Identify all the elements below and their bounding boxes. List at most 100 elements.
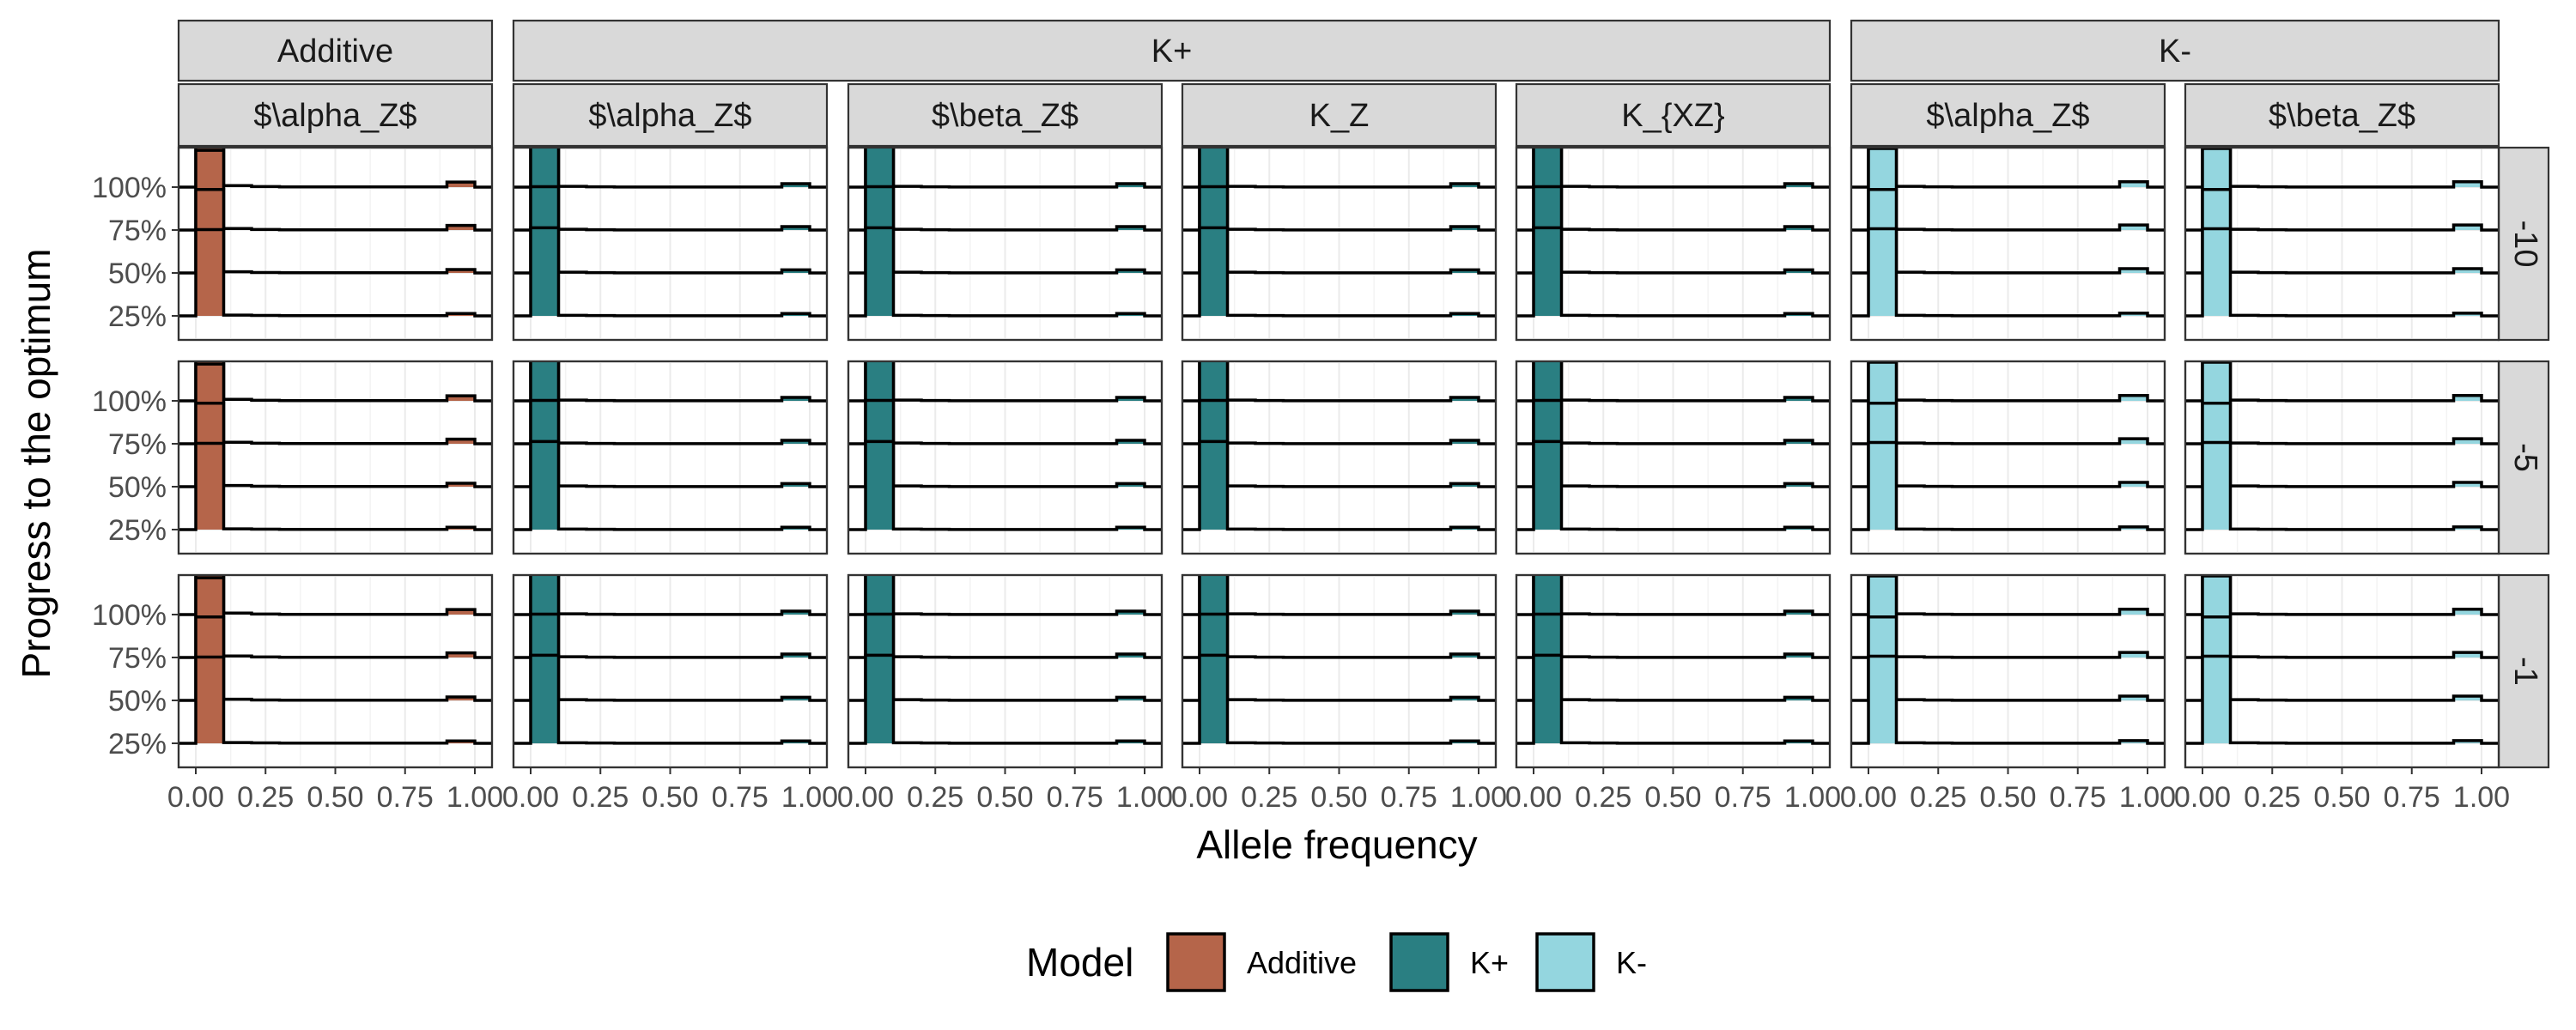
facet-panel — [512, 146, 829, 342]
x-tick-label: 0.25 — [1575, 781, 1631, 814]
x-tick-label: 0.00 — [1840, 781, 1897, 814]
ridge-outline-75pct — [513, 575, 827, 659]
ridge-outline-75pct — [848, 148, 1162, 232]
ridge-outline-25pct — [1851, 227, 2165, 318]
ridge-outline-100pct — [1182, 361, 1496, 403]
ridge-outline-75pct — [1516, 361, 1830, 445]
ridge-outline-50pct — [1182, 185, 1496, 275]
legend-swatch — [1535, 932, 1595, 992]
panel-border — [847, 360, 1163, 555]
ridge-outline-100pct — [2185, 148, 2499, 189]
x-tick-label: 0.25 — [2244, 781, 2300, 814]
x-tick-label: 0.75 — [1047, 781, 1103, 814]
param-strip — [1181, 82, 1498, 148]
ridge-outline-75pct — [513, 148, 827, 232]
ridge-outline-50pct — [1516, 185, 1830, 275]
facet-panel — [2184, 573, 2500, 769]
y-tick-label: 100% — [92, 385, 167, 418]
param-strip-label: K_Z — [1309, 98, 1370, 134]
row-strip-label: -5 — [2507, 443, 2543, 472]
group-strip-label: K- — [2159, 33, 2191, 70]
param-strip — [2184, 82, 2500, 148]
x-tick-label: 1.00 — [1450, 781, 1507, 814]
ridge-fill-25pct — [848, 441, 1162, 530]
x-tick-label: 0.50 — [641, 781, 698, 814]
facet-panel — [1850, 360, 2166, 555]
ridge-fill-25pct — [1516, 227, 1830, 316]
param-strip-label: $\alpha_Z$ — [588, 98, 751, 134]
ridge-fill-25pct — [1851, 656, 2165, 743]
ridge-fill-25pct — [848, 227, 1162, 316]
x-axis-title: Allele frequency — [1196, 822, 1477, 867]
ridge-outline-100pct — [1516, 148, 1830, 189]
panel-border — [512, 146, 829, 342]
param-strip-label: $\beta_Z$ — [2269, 98, 2415, 134]
ridge-outline-100pct — [179, 361, 492, 403]
ridge-outline-50pct — [179, 188, 492, 275]
ridge-outline-50pct — [1182, 612, 1496, 702]
ridge-outline-50pct — [179, 402, 492, 488]
ridge-outline-50pct — [2185, 188, 2499, 275]
x-tick-label: 0.50 — [1310, 781, 1367, 814]
panel-border — [177, 360, 494, 555]
group-strip — [1850, 19, 2500, 82]
ridge-outline-25pct — [1851, 440, 2165, 531]
ridge-outline-100pct — [179, 148, 492, 189]
y-tick-label: 100% — [92, 599, 167, 632]
ridge-outline-25pct — [179, 441, 492, 531]
x-tick-label: 0.00 — [1505, 781, 1562, 814]
ridge-outline-75pct — [179, 148, 492, 232]
ridge-outline-25pct — [2185, 654, 2499, 745]
panel-border — [1181, 146, 1498, 342]
facet-panel — [1515, 360, 1832, 555]
ridge-outline-50pct — [1182, 398, 1496, 488]
ridge-outline-50pct — [2185, 615, 2499, 702]
ridge-outline-25pct — [1516, 226, 1830, 318]
facet-panel — [512, 573, 829, 769]
panel-border — [1850, 360, 2166, 555]
x-tick-label: 0.25 — [1910, 781, 1966, 814]
panel-border — [1515, 360, 1832, 555]
ridge-outline-25pct — [179, 227, 492, 318]
ridge-outline-25pct — [179, 655, 492, 745]
ridge-fill-25pct — [848, 655, 1162, 743]
ridge-fill-25pct — [2185, 656, 2499, 743]
ridge-outline-25pct — [1516, 653, 1830, 745]
facet-panel — [1850, 573, 2166, 769]
ridge-outline-75pct — [848, 361, 1162, 445]
row-strip-label: -1 — [2507, 657, 2543, 686]
ridge-fill-25pct — [1182, 441, 1496, 530]
ridge-outline-25pct — [848, 226, 1162, 318]
ridge-outline-100pct — [513, 361, 827, 403]
y-tick-label: 25% — [108, 514, 167, 547]
ridge-outline-75pct — [179, 362, 492, 445]
ridge-outline-50pct — [513, 398, 827, 488]
param-strip-label: K_{XZ} — [1621, 98, 1724, 134]
ridge-outline-100pct — [2185, 361, 2499, 403]
y-tick-label: 100% — [92, 172, 167, 204]
facet-panel — [847, 573, 1163, 769]
panel-border — [177, 146, 494, 342]
ridge-outline-75pct — [848, 575, 1162, 659]
x-tick-label: 0.00 — [2174, 781, 2231, 814]
x-tick-label: 0.50 — [1979, 781, 2036, 814]
facet-panel — [2184, 360, 2500, 555]
x-tick-label: 0.75 — [1381, 781, 1437, 814]
ridge-outline-100pct — [1851, 575, 2165, 616]
x-tick-label: 0.75 — [712, 781, 769, 814]
legend-swatch — [1389, 932, 1449, 992]
x-tick-label: 0.50 — [307, 781, 363, 814]
ridge-outline-100pct — [2185, 575, 2499, 616]
facet-panel — [1850, 146, 2166, 342]
panel-border — [847, 146, 1163, 342]
x-tick-label: 0.50 — [1644, 781, 1701, 814]
x-tick-label: 1.00 — [1116, 781, 1173, 814]
facet-panel — [1181, 360, 1498, 555]
y-tick-label: 50% — [108, 258, 167, 290]
row-strip — [2497, 146, 2550, 342]
x-tick-label: 0.00 — [502, 781, 559, 814]
facet-panel — [1515, 573, 1832, 769]
ridge-outline-100pct — [1851, 361, 2165, 403]
x-tick-label: 0.00 — [837, 781, 894, 814]
y-tick-label: 75% — [108, 642, 167, 675]
